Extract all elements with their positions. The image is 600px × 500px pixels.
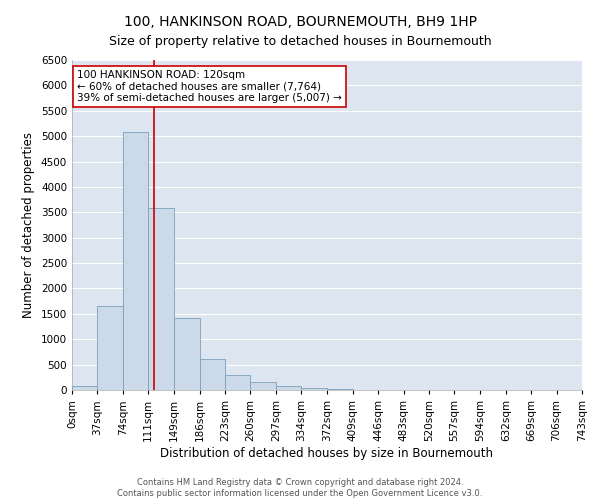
Bar: [123, 132, 148, 390]
Bar: [72, 386, 97, 390]
Bar: [97, 306, 123, 390]
Text: 100 HANKINSON ROAD: 120sqm
← 60% of detached houses are smaller (7,764)
39% of s: 100 HANKINSON ROAD: 120sqm ← 60% of deta…: [77, 70, 342, 103]
Bar: [174, 318, 200, 390]
Text: Contains HM Land Registry data © Crown copyright and database right 2024.
Contai: Contains HM Land Registry data © Crown c…: [118, 478, 482, 498]
Bar: [276, 386, 301, 390]
Text: 100, HANKINSON ROAD, BOURNEMOUTH, BH9 1HP: 100, HANKINSON ROAD, BOURNEMOUTH, BH9 1H…: [124, 15, 476, 29]
Bar: [225, 375, 250, 390]
Bar: [301, 388, 328, 390]
Bar: [148, 208, 174, 390]
Bar: [200, 359, 225, 390]
Bar: [250, 382, 276, 390]
Text: Size of property relative to detached houses in Bournemouth: Size of property relative to detached ho…: [109, 35, 491, 48]
Y-axis label: Number of detached properties: Number of detached properties: [22, 132, 35, 318]
X-axis label: Distribution of detached houses by size in Bournemouth: Distribution of detached houses by size …: [161, 446, 493, 460]
